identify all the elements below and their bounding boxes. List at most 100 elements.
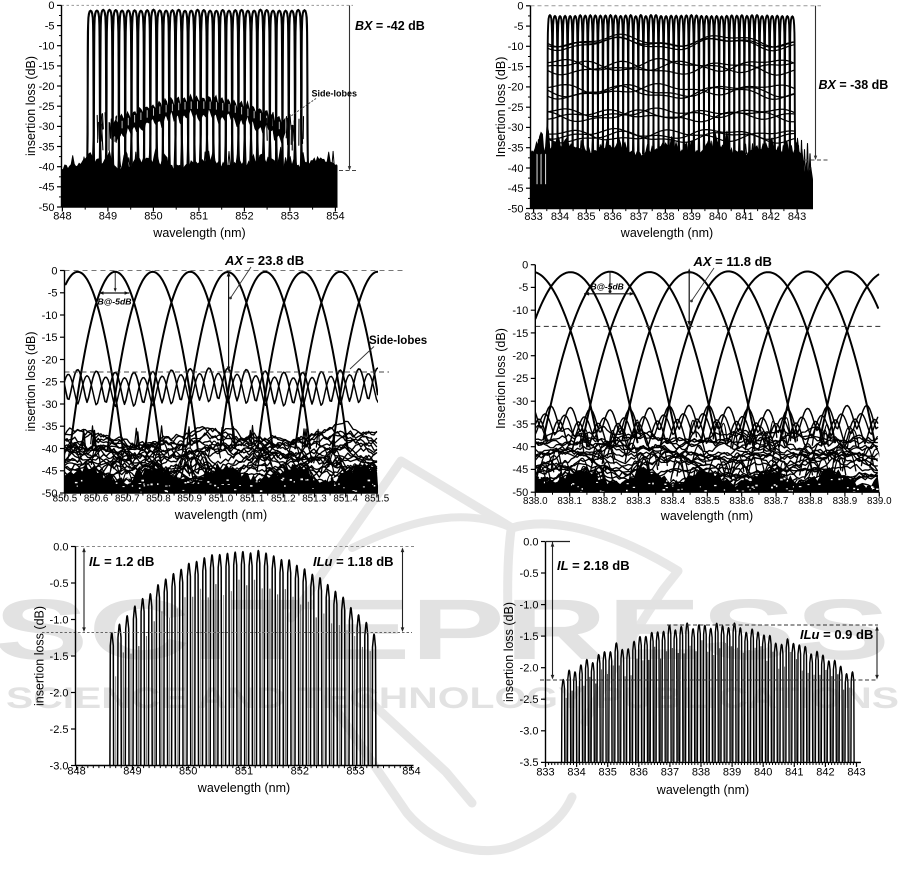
svg-text:838.2: 838.2 xyxy=(592,496,617,507)
svg-text:Insertion loss (dB): Insertion loss (dB) xyxy=(494,328,508,429)
svg-text:-25: -25 xyxy=(42,377,58,389)
svg-text:IL = 2.18 dB: IL = 2.18 dB xyxy=(557,558,630,573)
svg-text:-10: -10 xyxy=(42,310,58,322)
svg-text:843: 843 xyxy=(788,211,806,223)
svg-text:852: 852 xyxy=(291,766,309,778)
svg-text:Insertion loss (dB): Insertion loss (dB) xyxy=(494,57,508,158)
svg-text:839: 839 xyxy=(683,211,701,223)
svg-text:836: 836 xyxy=(630,767,648,779)
svg-text:-45: -45 xyxy=(39,182,55,194)
svg-text:-45: -45 xyxy=(42,466,58,478)
svg-text:-2.5: -2.5 xyxy=(50,724,69,736)
svg-text:-0.5: -0.5 xyxy=(50,578,69,590)
svg-text:850.6: 850.6 xyxy=(84,494,109,505)
svg-text:-30: -30 xyxy=(508,122,524,134)
svg-text:B@-5dB: B@-5dB xyxy=(98,296,132,306)
svg-text:wavelength (nm): wavelength (nm) xyxy=(656,783,749,797)
svg-text:848: 848 xyxy=(67,766,85,778)
svg-text:838.7: 838.7 xyxy=(764,496,789,507)
svg-text:-40: -40 xyxy=(508,163,524,175)
svg-text:836: 836 xyxy=(604,211,622,223)
svg-text:838.0: 838.0 xyxy=(523,496,548,507)
svg-text:-1.5: -1.5 xyxy=(50,651,69,663)
svg-text:-2.0: -2.0 xyxy=(50,687,69,699)
svg-text:839.0: 839.0 xyxy=(867,496,892,507)
svg-text:ILu = 0.9 dB: ILu = 0.9 dB xyxy=(800,627,873,642)
svg-text:-15: -15 xyxy=(42,332,58,344)
svg-text:850: 850 xyxy=(179,766,197,778)
svg-text:838: 838 xyxy=(656,211,674,223)
svg-text:wavelength (nm): wavelength (nm) xyxy=(620,226,713,240)
svg-text:-45: -45 xyxy=(508,183,524,195)
svg-text:841: 841 xyxy=(735,211,753,223)
svg-text:840: 840 xyxy=(709,211,727,223)
svg-text:0: 0 xyxy=(522,260,528,272)
svg-text:851.1: 851.1 xyxy=(240,494,265,505)
svg-text:-5: -5 xyxy=(45,20,55,32)
svg-text:-2.5: -2.5 xyxy=(520,694,539,706)
svg-text:834: 834 xyxy=(551,211,569,223)
svg-text:-40: -40 xyxy=(39,162,55,174)
svg-text:838.5: 838.5 xyxy=(695,496,720,507)
svg-text:-40: -40 xyxy=(512,442,528,454)
svg-text:-25: -25 xyxy=(512,373,528,385)
svg-text:-5: -5 xyxy=(48,288,58,300)
svg-text:853: 853 xyxy=(346,766,364,778)
svg-text:-30: -30 xyxy=(42,399,58,411)
svg-text:852: 852 xyxy=(235,211,253,223)
svg-text:insertion loss (dB): insertion loss (dB) xyxy=(24,56,38,156)
svg-text:-15: -15 xyxy=(512,328,528,340)
svg-text:853: 853 xyxy=(281,211,299,223)
svg-text:AX = 11.8 dB: AX = 11.8 dB xyxy=(693,254,772,269)
svg-text:838.4: 838.4 xyxy=(661,496,686,507)
svg-text:-25: -25 xyxy=(39,101,55,113)
svg-text:0: 0 xyxy=(517,1,523,13)
svg-text:833: 833 xyxy=(536,767,554,779)
svg-text:-30: -30 xyxy=(512,396,528,408)
svg-text:850.7: 850.7 xyxy=(115,494,140,505)
svg-text:838.9: 838.9 xyxy=(833,496,858,507)
svg-text:851.2: 851.2 xyxy=(271,494,296,505)
svg-text:-5: -5 xyxy=(519,282,529,294)
svg-text:838.8: 838.8 xyxy=(798,496,823,507)
svg-text:850: 850 xyxy=(144,211,162,223)
svg-text:wavelength (nm): wavelength (nm) xyxy=(197,781,290,795)
svg-text:838.6: 838.6 xyxy=(729,496,754,507)
svg-text:842: 842 xyxy=(816,767,834,779)
svg-text:-35: -35 xyxy=(512,419,528,431)
svg-text:-20: -20 xyxy=(39,81,55,93)
svg-text:851.0: 851.0 xyxy=(209,494,234,505)
svg-text:840: 840 xyxy=(754,767,772,779)
svg-text:843: 843 xyxy=(847,767,865,779)
svg-text:AX = 23.8 dB: AX = 23.8 dB xyxy=(224,253,304,268)
svg-text:-10: -10 xyxy=(512,305,528,317)
svg-text:851.4: 851.4 xyxy=(333,494,358,505)
svg-text:851.3: 851.3 xyxy=(302,494,327,505)
svg-text:850.9: 850.9 xyxy=(177,494,202,505)
svg-text:-3.0: -3.0 xyxy=(50,760,69,772)
svg-text:851.5: 851.5 xyxy=(365,494,390,505)
svg-text:-15: -15 xyxy=(39,61,55,73)
svg-text:838: 838 xyxy=(692,767,710,779)
svg-text:BX = -38 dB: BX = -38 dB xyxy=(819,78,889,92)
svg-text:-3.0: -3.0 xyxy=(520,726,539,738)
svg-text:850.5: 850.5 xyxy=(53,494,78,505)
svg-text:842: 842 xyxy=(762,211,780,223)
svg-text:-50: -50 xyxy=(42,488,58,500)
svg-text:849: 849 xyxy=(123,766,141,778)
svg-text:-1.0: -1.0 xyxy=(50,614,69,626)
svg-text:850.8: 850.8 xyxy=(146,494,171,505)
svg-text:-0.5: -0.5 xyxy=(520,568,539,580)
svg-text:-15: -15 xyxy=(508,61,524,73)
svg-text:0: 0 xyxy=(51,265,57,277)
svg-text:-50: -50 xyxy=(508,203,524,215)
svg-text:-35: -35 xyxy=(508,143,524,155)
svg-text:-50: -50 xyxy=(39,202,55,214)
svg-text:0.0: 0.0 xyxy=(53,541,68,553)
svg-text:-40: -40 xyxy=(42,443,58,455)
svg-text:B@-5dB: B@-5dB xyxy=(591,282,624,292)
svg-text:IL = 1.2 dB: IL = 1.2 dB xyxy=(89,554,154,569)
svg-text:ILu = 1.18 dB: ILu = 1.18 dB xyxy=(313,554,394,569)
svg-text:-10: -10 xyxy=(39,41,55,53)
svg-text:BX = -42 dB: BX = -42 dB xyxy=(355,19,425,33)
